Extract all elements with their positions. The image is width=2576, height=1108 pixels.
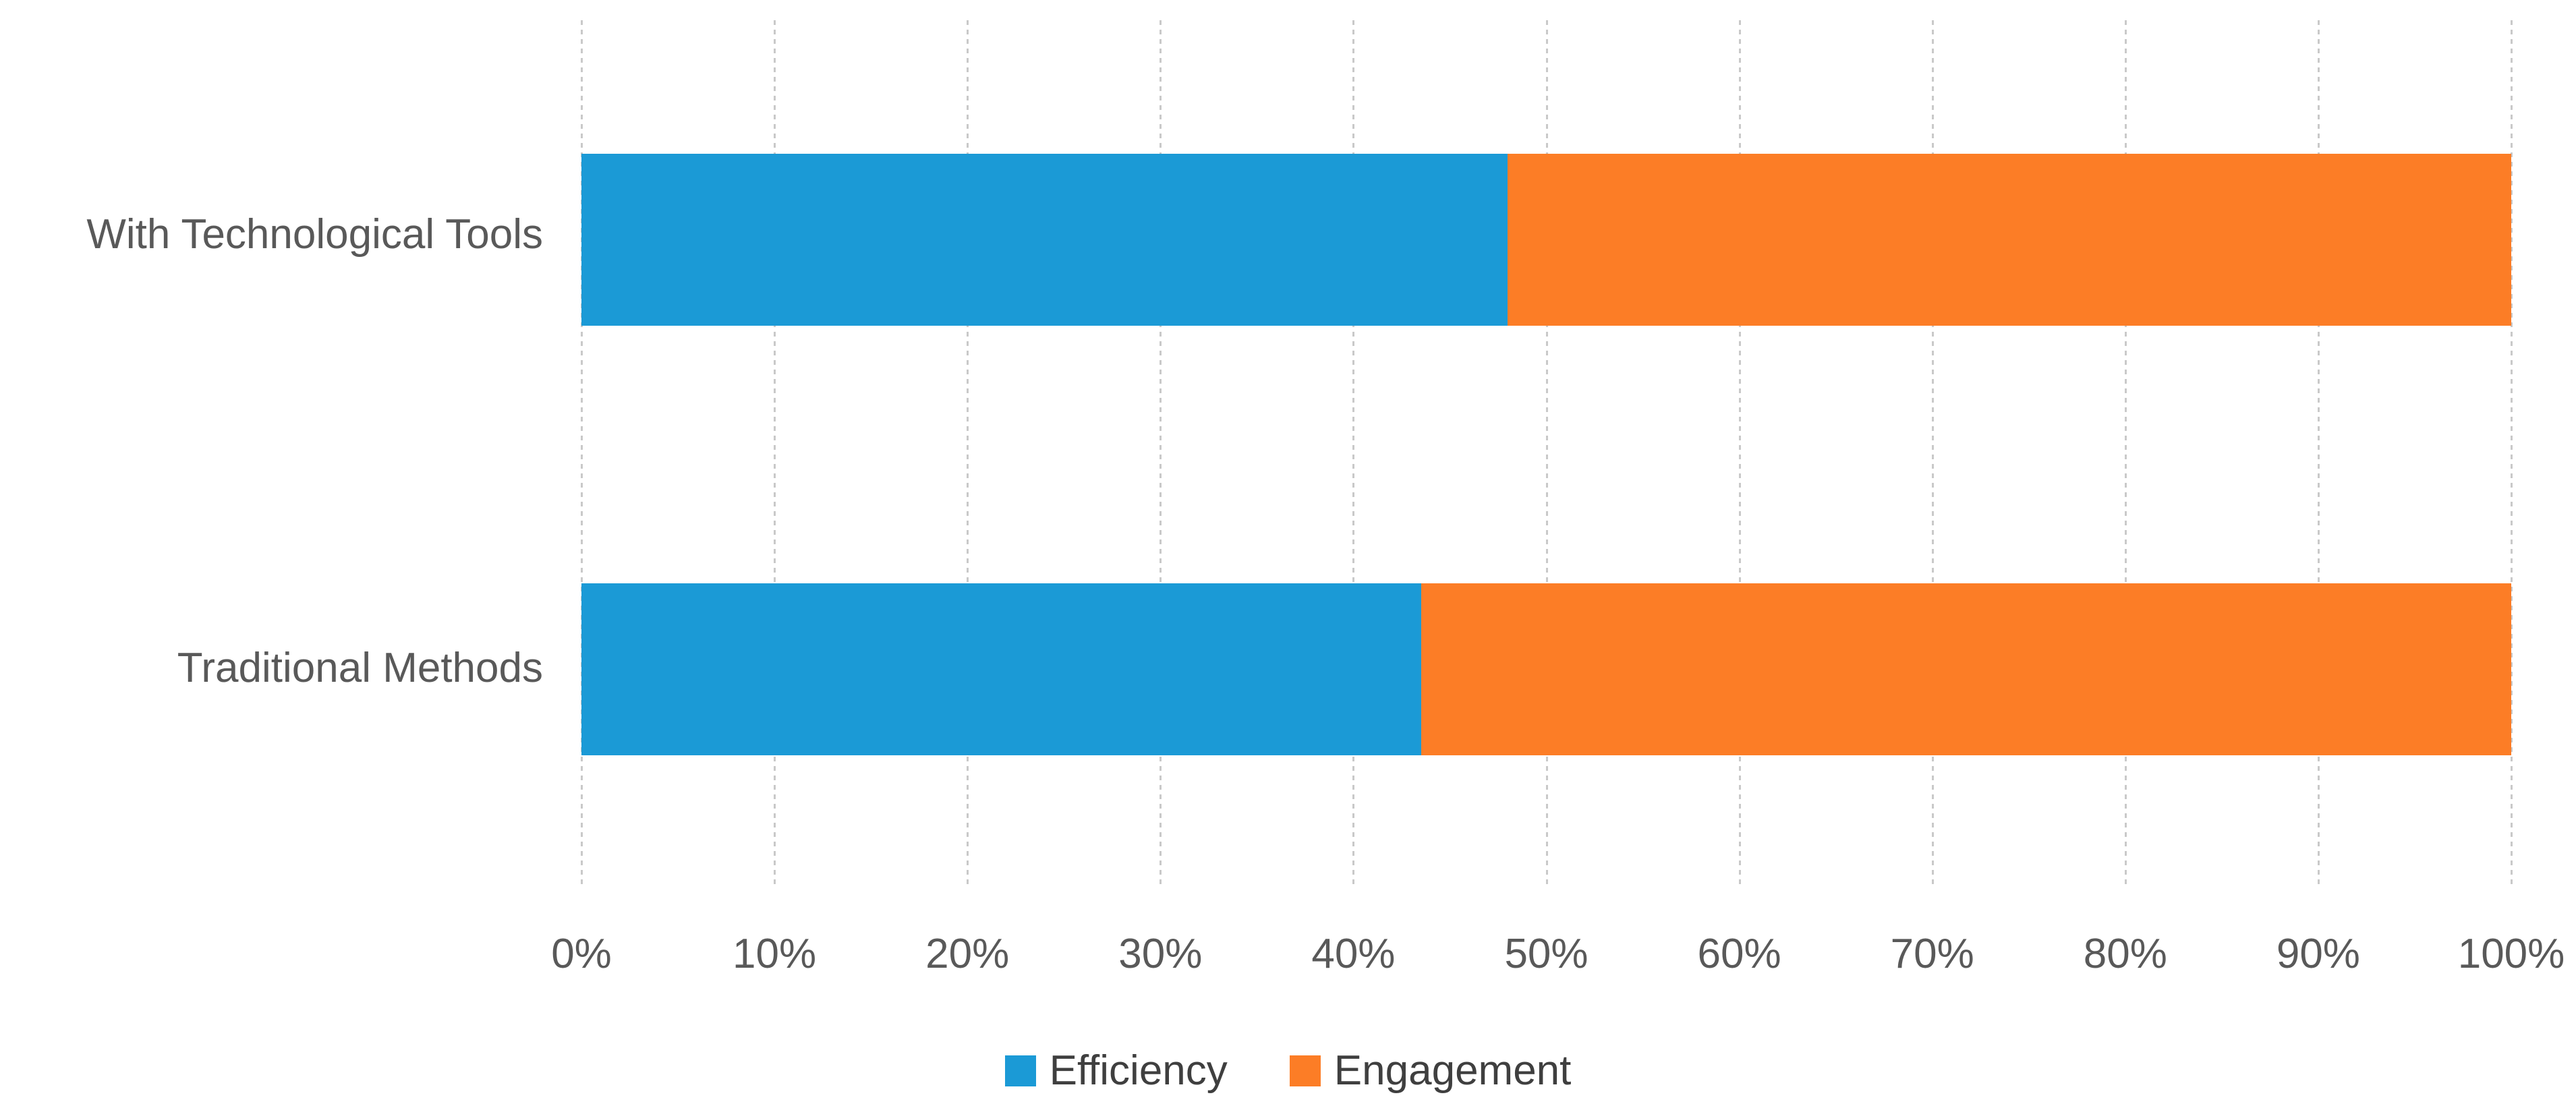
- gridline-0pct: [581, 20, 583, 889]
- bar-segment-engagement[interactable]: [1421, 583, 2511, 755]
- legend-item-engagement[interactable]: Engagement: [1289, 1047, 1572, 1095]
- legend-label-engagement: Engagement: [1334, 1047, 1572, 1094]
- legend: Efficiency Engagement: [0, 1037, 2576, 1105]
- x-tick-label-90pct: 90%: [2276, 931, 2360, 977]
- gridline-10pct: [774, 20, 776, 889]
- x-tick-label-20pct: 20%: [925, 931, 1010, 977]
- category-label-traditional-methods: Traditional Methods: [177, 645, 543, 691]
- x-tick-label-70pct: 70%: [1890, 931, 1974, 977]
- bar-row-with-technological-tools: [581, 154, 2511, 326]
- gridline-50pct: [1545, 20, 1548, 889]
- x-tick-label-40pct: 40%: [1311, 931, 1396, 977]
- x-tick-label-30pct: 30%: [1118, 931, 1203, 977]
- gridline-40pct: [1352, 20, 1355, 889]
- gridline-30pct: [1160, 20, 1162, 889]
- bar-segment-efficiency[interactable]: [581, 154, 1508, 326]
- x-tick-label-60pct: 60%: [1697, 931, 1781, 977]
- x-tick-label-10pct: 10%: [733, 931, 817, 977]
- gridline-60pct: [1738, 20, 1741, 889]
- gridline-20pct: [967, 20, 969, 889]
- x-tick-label-100pct: 100%: [2457, 931, 2565, 977]
- bar-segment-efficiency[interactable]: [581, 583, 1421, 755]
- gridline-90pct: [2317, 20, 2320, 889]
- engagement-swatch-icon: [1289, 1055, 1321, 1086]
- category-label-with-technological-tools: With Technological Tools: [86, 211, 543, 258]
- plot-area: [581, 20, 2513, 889]
- gridline-80pct: [2124, 20, 2127, 889]
- x-tick-label-0pct: 0%: [551, 931, 612, 977]
- x-tick-label-80pct: 80%: [2083, 931, 2167, 977]
- legend-label-efficiency: Efficiency: [1049, 1047, 1228, 1094]
- efficiency-swatch-icon: [1004, 1055, 1036, 1086]
- bar-segment-engagement[interactable]: [1508, 154, 2511, 326]
- gridline-100pct: [2511, 20, 2513, 889]
- gridline-70pct: [1931, 20, 1934, 889]
- bar-row-traditional-methods: [581, 583, 2511, 755]
- legend-item-efficiency[interactable]: Efficiency: [1004, 1047, 1228, 1095]
- x-tick-label-50pct: 50%: [1504, 931, 1588, 977]
- x-axis: 0% 10% 20% 30% 40% 50% 60% 70% 80% 90% 100%: [551, 889, 2565, 983]
